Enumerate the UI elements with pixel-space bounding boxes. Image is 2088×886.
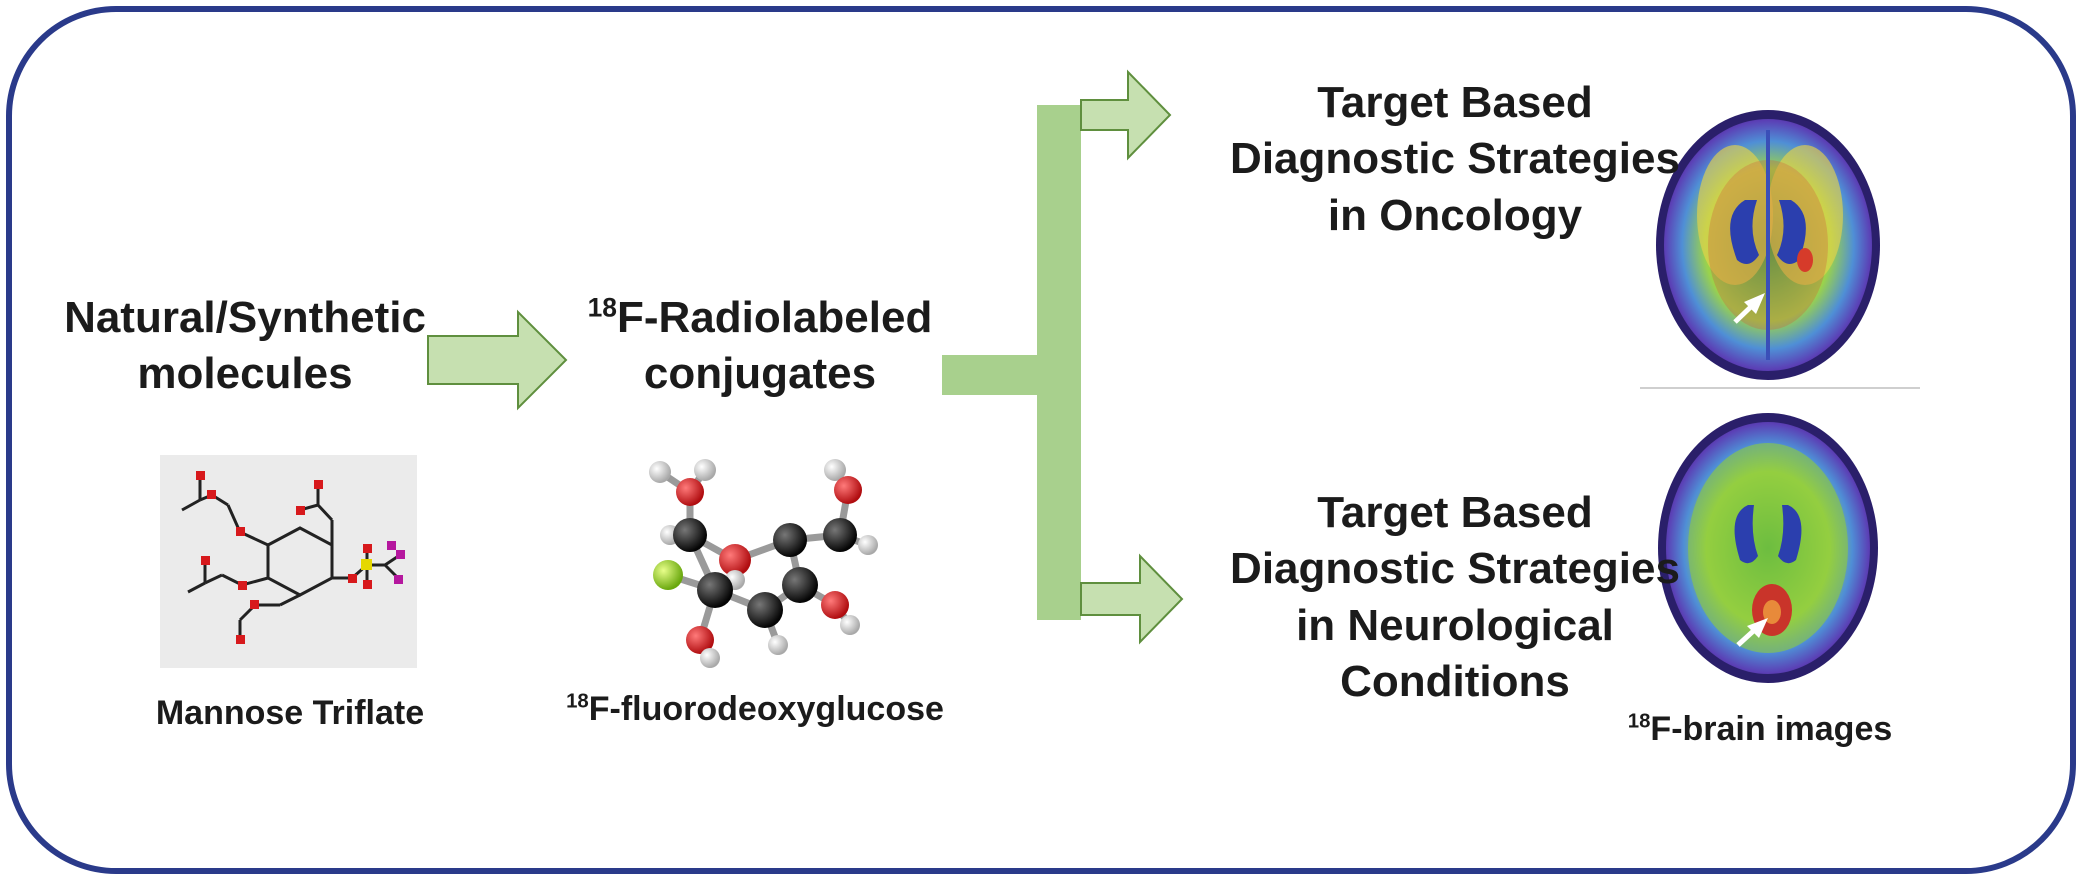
source-line2: molecules [137,349,353,399]
conjugate-line1: F-Radiolabeled [616,293,933,342]
mannose-triflate-caption: Mannose Triflate [155,694,425,732]
arrow-to-conjugates [427,309,568,411]
neuro-line3: in Neurological [1296,600,1614,650]
oncology-outcome: Target Based Diagnostic Strategies in On… [1230,75,1680,244]
source-label: Natural/Synthetic molecules [45,290,445,403]
brain-pet-scan-neurological [1658,413,1878,683]
arrow-to-neurological [1080,553,1184,645]
fdg-name: F-fluorodeoxyglucose [588,690,944,728]
branch-stem [942,355,1037,395]
fdg-caption: 18F-fluorodeoxyglucose [525,688,985,732]
conjugate-isotope: 18 [587,292,617,323]
fdg-isotope: 18 [566,690,589,713]
oncology-line1: Target Based [1317,78,1593,127]
conjugate-line2: conjugates [643,349,877,399]
branch-bar [1037,105,1081,620]
arrow-to-oncology [1080,69,1172,161]
neuro-line4: Conditions [1340,656,1570,706]
source-line1: Natural/Synthetic [64,293,426,342]
neuro-line2: Diagnostic Strategies [1230,544,1680,594]
conjugate-label: 18F-Radiolabeled conjugates [560,290,960,403]
fdg-ball-and-stick-model [649,459,878,668]
mannose-triflate-structure [160,455,417,668]
brain-pet-scan-oncology [1656,110,1880,380]
diagram-frame [6,6,2076,874]
brain-caption-text: F-brain images [1650,710,1893,748]
oncology-line3: in Oncology [1327,190,1583,240]
neuro-line1: Target Based [1317,488,1593,537]
brain-isotope: 18 [1627,710,1651,733]
oncology-line2: Diagnostic Strategies [1230,134,1680,184]
brain-images-caption: 18F-brain images [1590,708,1930,752]
neurological-outcome: Target Based Diagnostic Strategies in Ne… [1230,485,1680,710]
